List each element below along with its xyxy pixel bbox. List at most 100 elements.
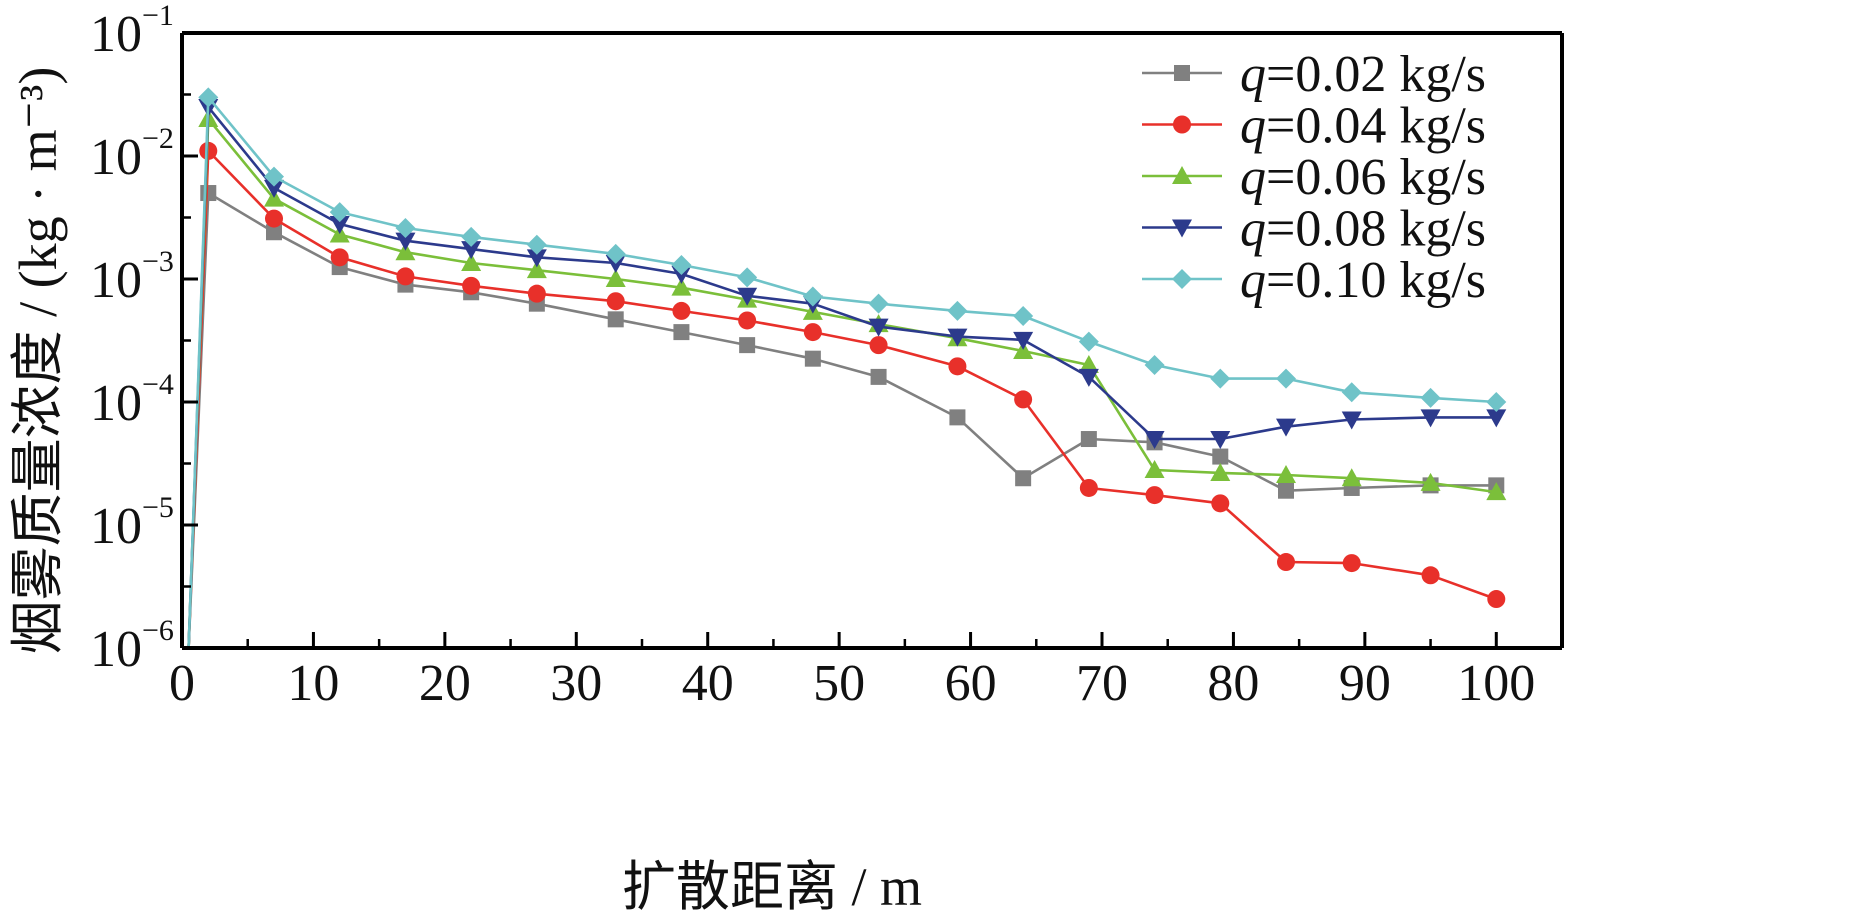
- data-point: [1277, 553, 1295, 572]
- data-point: [461, 252, 482, 271]
- y-tick-exponent: −1: [142, 0, 174, 32]
- data-point: [527, 284, 546, 303]
- data-point: [1013, 306, 1034, 327]
- data-point: [868, 293, 889, 314]
- legend-label: q=0.04 kg/s: [1240, 98, 1486, 155]
- data-point: [1210, 368, 1231, 389]
- data-point: [198, 87, 219, 108]
- legend-marker: [1172, 219, 1192, 238]
- data-point: [868, 318, 889, 337]
- legend-label: q=0.10 kg/s: [1240, 252, 1486, 309]
- data-point: [605, 243, 626, 264]
- data-point: [671, 254, 692, 275]
- data-point: [1420, 409, 1441, 428]
- x-tick-label: 60: [945, 655, 997, 712]
- y-tick-label: 10: [90, 621, 142, 678]
- data-point: [738, 311, 757, 330]
- data-point: [671, 277, 692, 296]
- data-point: [1015, 470, 1032, 487]
- data-point: [1421, 566, 1440, 585]
- y-tick-label: 10: [90, 375, 142, 432]
- data-point: [526, 249, 547, 268]
- data-point: [1276, 464, 1296, 483]
- legend-item: q=0.02 kg/s: [1142, 46, 1486, 103]
- legend-item: q=0.06 kg/s: [1142, 149, 1486, 206]
- legend-label: q=0.06 kg/s: [1240, 149, 1486, 206]
- data-point: [1078, 368, 1099, 387]
- data-point: [672, 301, 691, 320]
- data-point: [1276, 418, 1296, 437]
- axes-layer: 0 10 20 30 40 50 60 70 80 90 10010−610−510−410−310…: [8, 0, 1564, 917]
- legend-item: q=0.10 kg/s: [1142, 252, 1486, 309]
- data-point: [1341, 468, 1362, 487]
- data-point: [1212, 448, 1229, 465]
- data-point: [1278, 482, 1294, 499]
- y-tick-exponent: −4: [142, 368, 174, 401]
- data-point: [804, 350, 821, 367]
- data-point: [737, 287, 758, 306]
- data-point: [1144, 431, 1165, 450]
- data-point: [1487, 590, 1506, 609]
- data-point: [1342, 554, 1361, 573]
- legend-marker: [1172, 269, 1192, 289]
- y-tick-exponent: −2: [142, 122, 174, 155]
- y-tick-label: 10: [90, 498, 142, 555]
- series-2: [187, 141, 1506, 649]
- y-axis-title: 烟雾质量浓度 / (kg · m⁻³): [8, 67, 68, 655]
- data-point: [1144, 459, 1165, 478]
- data-point: [1013, 340, 1034, 359]
- data-point: [330, 248, 349, 267]
- data-point: [606, 292, 625, 311]
- data-point: [1486, 482, 1507, 501]
- data-point: [461, 226, 482, 247]
- data-point: [1486, 392, 1507, 412]
- data-point: [737, 267, 758, 288]
- data-point: [947, 300, 968, 321]
- data-point: [1145, 486, 1164, 505]
- legend-marker: [1173, 115, 1191, 134]
- data-point: [200, 185, 217, 202]
- data-point: [1486, 409, 1507, 428]
- data-point: [1078, 331, 1099, 352]
- data-point: [607, 311, 624, 328]
- y-tick-label: 10: [90, 6, 142, 63]
- data-point: [264, 166, 284, 187]
- series-5: [187, 87, 1507, 649]
- legend-marker: [1172, 166, 1192, 184]
- legend-item: q=0.04 kg/s: [1142, 98, 1486, 155]
- legend: q=0.02 kg/sq=0.04 kg/sq=0.06 kg/sq=0.08 …: [1142, 46, 1486, 309]
- data-point: [673, 324, 690, 341]
- data-point: [1211, 494, 1230, 513]
- legend-marker: [1174, 65, 1190, 81]
- data-point: [1341, 411, 1362, 430]
- data-point: [526, 234, 547, 255]
- x-tick-label: 0: [169, 655, 195, 712]
- data-point: [869, 336, 888, 355]
- data-point: [1014, 390, 1033, 409]
- data-point: [802, 286, 823, 307]
- data-point: [948, 357, 967, 376]
- y-tick-exponent: −3: [142, 245, 174, 278]
- x-axis-title: 扩散距离 / m: [622, 857, 922, 915]
- x-tick-label: 100: [1457, 655, 1535, 712]
- data-point: [947, 328, 968, 347]
- x-tick-label: 10: [287, 655, 339, 712]
- data-point: [395, 242, 416, 261]
- data-point: [264, 179, 284, 198]
- x-tick-label: 40: [682, 655, 734, 712]
- data-point: [461, 241, 482, 260]
- x-tick-label: 20: [419, 655, 471, 712]
- data-point: [1276, 368, 1296, 389]
- data-point: [1210, 462, 1231, 481]
- legend-label: q=0.02 kg/s: [1240, 46, 1486, 103]
- y-tick-label: 10: [90, 252, 142, 309]
- data-point: [605, 254, 626, 273]
- data-point: [1078, 354, 1099, 373]
- x-tick-label: 80: [1207, 655, 1259, 712]
- data-point: [949, 409, 966, 426]
- legend-item: q=0.08 kg/s: [1142, 201, 1486, 258]
- data-point: [1420, 387, 1441, 408]
- data-point: [1013, 331, 1034, 350]
- data-point: [266, 224, 282, 241]
